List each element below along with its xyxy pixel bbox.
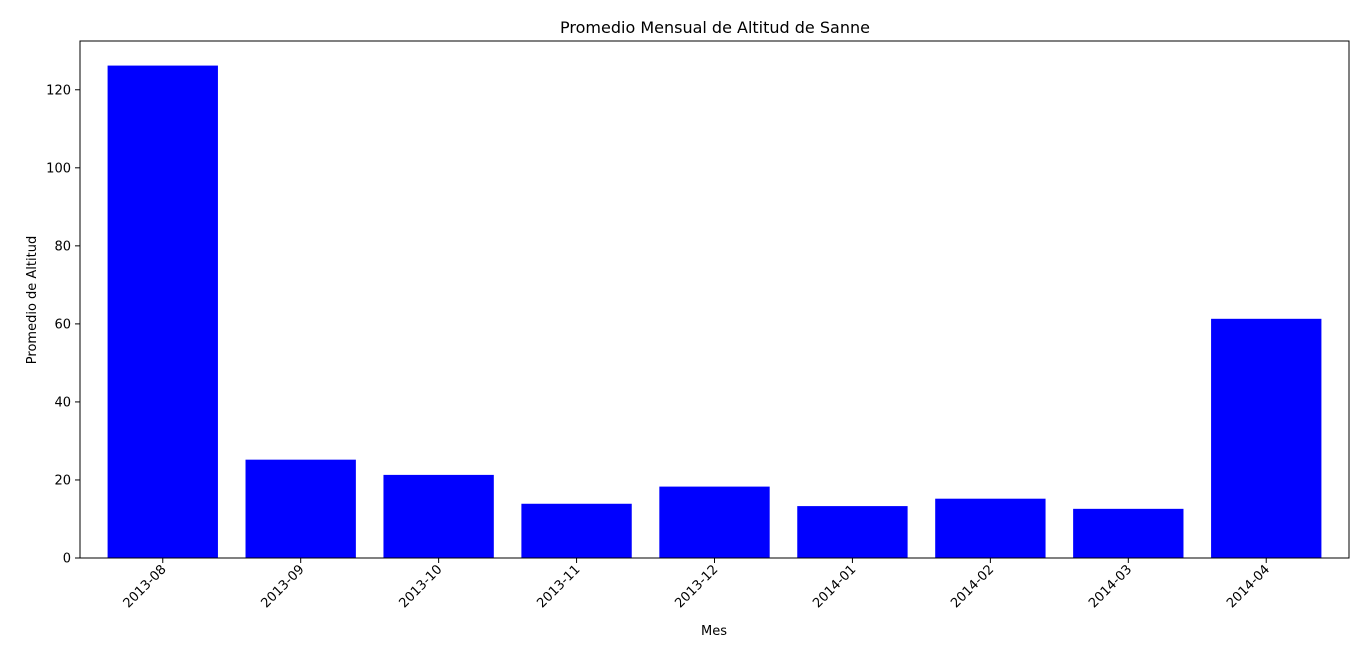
bar-2014-03 (1073, 509, 1183, 558)
x-tick-label: 2014-02 (948, 562, 997, 611)
x-tick-label: 2014-03 (1086, 562, 1135, 611)
y-axis: 0 20 40 60 80 100 120 (46, 83, 80, 566)
bar-2014-04 (1211, 319, 1321, 558)
y-axis-label: Promedio de Altitud (25, 236, 40, 364)
x-axis-label: Mes (701, 624, 727, 639)
x-tick-label: 2014-01 (810, 562, 859, 611)
bar-2014-01 (797, 506, 907, 558)
y-tick-label: 80 (54, 239, 71, 254)
bars-layer (108, 66, 1322, 558)
y-tick-label: 100 (46, 161, 71, 176)
x-tick-label: 2013-09 (259, 562, 308, 611)
y-tick-label: 0 (63, 552, 71, 567)
x-tick-label: 2013-11 (534, 562, 583, 611)
y-tick-label: 40 (54, 395, 71, 410)
bar-2014-02 (935, 499, 1045, 558)
bar-2013-10 (383, 475, 493, 558)
y-tick-label: 20 (54, 473, 71, 488)
x-axis: 2013-08 2013-09 2013-10 2013-11 2013-12 2014-… (121, 558, 1274, 611)
bar-2013-12 (659, 487, 769, 558)
bar-2013-11 (521, 504, 631, 558)
bar-2013-09 (246, 460, 356, 558)
y-tick-label: 120 (46, 83, 71, 98)
y-tick-label: 60 (54, 317, 71, 332)
bar-2013-08 (108, 66, 218, 558)
x-tick-label: 2013-12 (672, 562, 721, 611)
x-tick-label: 2013-08 (121, 562, 170, 611)
x-tick-label: 2013-10 (396, 562, 445, 611)
chart-title: Promedio Mensual de Altitud de Sanne (560, 18, 870, 37)
x-tick-label: 2014-04 (1224, 562, 1273, 611)
